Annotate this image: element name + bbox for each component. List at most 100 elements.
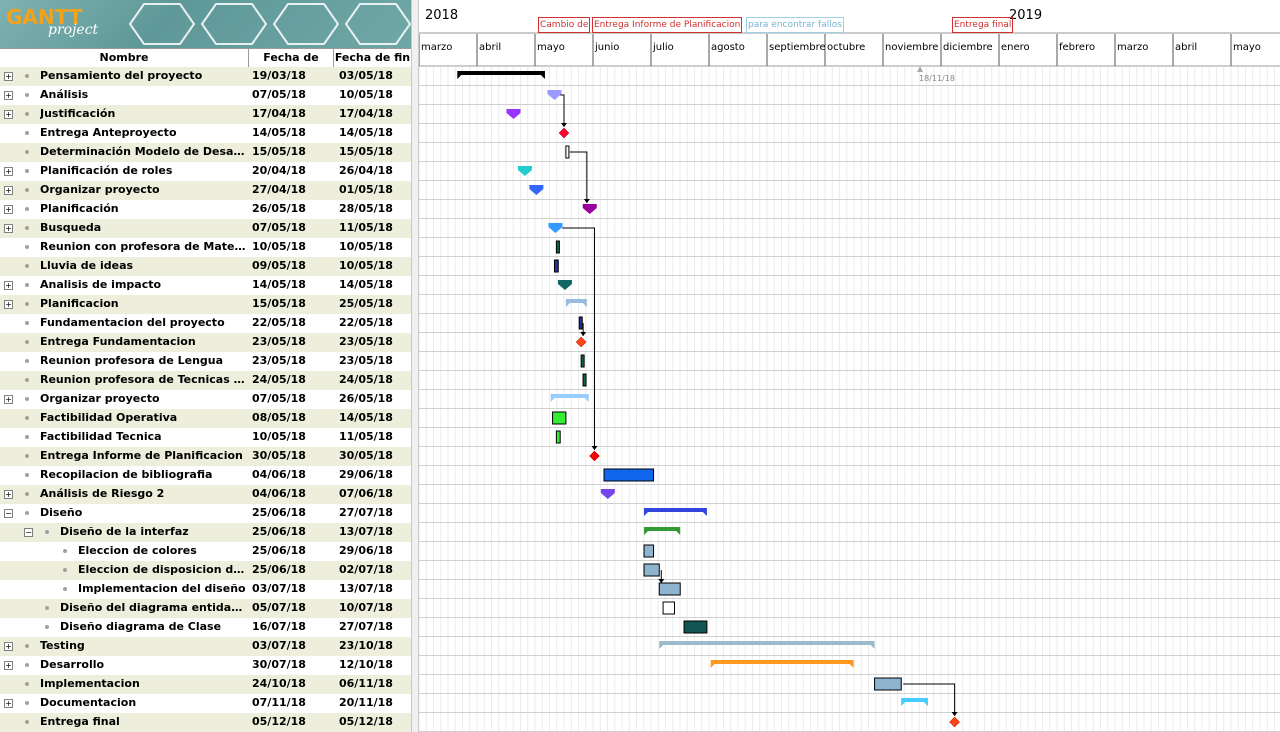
task-name[interactable]: Determinación Modelo de Desarrollo — [40, 145, 248, 158]
task-start-date[interactable]: 25/06/18 — [252, 525, 306, 538]
task-name[interactable]: Testing — [40, 639, 85, 652]
task-name[interactable]: Entrega Anteproyecto — [40, 126, 177, 139]
collapse-icon[interactable]: − — [24, 528, 33, 537]
task-row[interactable]: Implementacion 24/10/18 06/11/18 — [0, 675, 411, 694]
task-start-date[interactable]: 30/05/18 — [252, 449, 306, 462]
task-start-date[interactable]: 27/04/18 — [252, 183, 306, 196]
task-end-date[interactable]: 14/05/18 — [339, 278, 393, 291]
expand-icon[interactable]: + — [4, 72, 13, 81]
task-row[interactable]: + Planificación 26/05/18 28/05/18 — [0, 200, 411, 219]
task-name[interactable]: Busqueda — [40, 221, 102, 234]
task-start-date[interactable]: 20/04/18 — [252, 164, 306, 177]
task-name[interactable]: Entrega Informe de Planificacion — [40, 449, 243, 462]
task-end-date[interactable]: 10/05/18 — [339, 240, 393, 253]
task-start-date[interactable]: 05/07/18 — [252, 601, 306, 614]
task-name[interactable]: Entrega Fundamentacion — [40, 335, 196, 348]
task-row[interactable]: Eleccion de colores 25/06/18 29/06/18 — [0, 542, 411, 561]
task-name[interactable]: Análisis — [40, 88, 89, 101]
task-row[interactable]: Fundamentacion del proyecto 22/05/18 22/05… — [0, 314, 411, 333]
task-name[interactable]: Diseño del diagrama entidad-relac... — [60, 601, 248, 614]
headline-cambio[interactable]: Cambio de — [538, 17, 591, 33]
task-row[interactable]: + Planificación de roles 20/04/18 26/04/18 — [0, 162, 411, 181]
task-row[interactable]: Entrega Fundamentacion 23/05/18 23/05/18 — [0, 333, 411, 352]
task-row[interactable]: + Justificación 17/04/18 17/04/18 — [0, 105, 411, 124]
task-row[interactable]: − Diseño de la interfaz 25/06/18 13/07/18 — [0, 523, 411, 542]
task-row[interactable]: + Analisis de impacto 14/05/18 14/05/18 — [0, 276, 411, 295]
expand-icon[interactable]: + — [4, 699, 13, 708]
task-start-date[interactable]: 24/05/18 — [252, 373, 306, 386]
expand-icon[interactable]: + — [4, 205, 13, 214]
task-start-date[interactable]: 04/06/18 — [252, 487, 306, 500]
task-end-date[interactable]: 02/07/18 — [339, 563, 393, 576]
task-start-date[interactable]: 03/07/18 — [252, 639, 306, 652]
task-start-date[interactable]: 05/12/18 — [252, 715, 306, 728]
task-name[interactable]: Analisis de impacto — [40, 278, 162, 291]
expand-icon[interactable]: + — [4, 281, 13, 290]
task-end-date[interactable]: 07/06/18 — [339, 487, 393, 500]
task-row[interactable]: − Diseño 25/06/18 27/07/18 — [0, 504, 411, 523]
task-name[interactable]: Planificación — [40, 202, 119, 215]
task-end-date[interactable]: 10/07/18 — [339, 601, 393, 614]
task-start-date[interactable]: 15/05/18 — [252, 145, 306, 158]
task-row[interactable]: Recopilacion de bibliografia 04/06/18 29/0… — [0, 466, 411, 485]
task-start-date[interactable]: 10/05/18 — [252, 240, 306, 253]
task-start-date[interactable]: 25/06/18 — [252, 506, 306, 519]
task-end-date[interactable]: 25/05/18 — [339, 297, 393, 310]
task-row[interactable]: Lluvia de ideas 09/05/18 10/05/18 — [0, 257, 411, 276]
task-start-date[interactable]: 16/07/18 — [252, 620, 306, 633]
task-start-date[interactable]: 30/07/18 — [252, 658, 306, 671]
task-name[interactable]: Eleccion de colores — [78, 544, 197, 557]
expand-icon[interactable]: + — [4, 91, 13, 100]
task-end-date[interactable]: 23/05/18 — [339, 354, 393, 367]
task-end-date[interactable]: 15/05/18 — [339, 145, 393, 158]
task-name[interactable]: Organizar proyecto — [40, 183, 160, 196]
expand-icon[interactable]: + — [4, 167, 13, 176]
task-name[interactable]: Entrega final — [40, 715, 120, 728]
headline-entrega-final[interactable]: Entrega final — [952, 17, 1014, 33]
task-end-date[interactable]: 06/11/18 — [339, 677, 393, 690]
task-end-date[interactable]: 10/05/18 — [339, 88, 393, 101]
task-name[interactable]: Eleccion de disposicion de los ... — [78, 563, 248, 576]
task-row[interactable]: Diseño diagrama de Clase 16/07/18 27/07/18 — [0, 618, 411, 637]
task-name[interactable]: Documentacion — [40, 696, 137, 709]
task-name[interactable]: Organizar proyecto — [40, 392, 160, 405]
task-row[interactable]: Entrega Informe de Planificacion 30/05/18… — [0, 447, 411, 466]
task-row[interactable]: + Testing 03/07/18 23/10/18 — [0, 637, 411, 656]
task-name[interactable]: Diseño de la interfaz — [60, 525, 189, 538]
expand-icon[interactable]: + — [4, 642, 13, 651]
expand-icon[interactable]: + — [4, 661, 13, 670]
task-name[interactable]: Planificación de roles — [40, 164, 173, 177]
task-row[interactable]: Entrega Anteproyecto 14/05/18 14/05/18 — [0, 124, 411, 143]
column-header-start[interactable]: Fecha de inicio — [249, 49, 334, 82]
task-end-date[interactable]: 23/10/18 — [339, 639, 393, 652]
task-name[interactable]: Diseño diagrama de Clase — [60, 620, 222, 633]
task-name[interactable]: Reunion profesora de Tecnicas de Est... — [40, 373, 248, 386]
task-start-date[interactable]: 10/05/18 — [252, 430, 306, 443]
headline-fallos[interactable]: para encontrar fallos — [746, 17, 844, 33]
task-row[interactable]: + Organizar proyecto 27/04/18 01/05/18 — [0, 181, 411, 200]
task-start-date[interactable]: 26/05/18 — [252, 202, 306, 215]
task-end-date[interactable]: 14/05/18 — [339, 411, 393, 424]
task-end-date[interactable]: 05/12/18 — [339, 715, 393, 728]
task-row[interactable]: + Busqueda 07/05/18 11/05/18 — [0, 219, 411, 238]
task-start-date[interactable]: 07/05/18 — [252, 221, 306, 234]
gantt-chart-canvas[interactable] — [419, 0, 1280, 732]
task-end-date[interactable]: 14/05/18 — [339, 126, 393, 139]
task-start-date[interactable]: 07/05/18 — [252, 392, 306, 405]
task-row[interactable]: Implementacion del diseño 03/07/18 13/07/1… — [0, 580, 411, 599]
task-name[interactable]: Factibilidad Operativa — [40, 411, 178, 424]
task-row[interactable]: Diseño del diagrama entidad-relac... 05/0… — [0, 599, 411, 618]
expand-icon[interactable]: + — [4, 490, 13, 499]
task-row[interactable]: + Documentacion 07/11/18 20/11/18 — [0, 694, 411, 713]
task-name[interactable]: Diseño — [40, 506, 83, 519]
task-start-date[interactable]: 07/05/18 — [252, 88, 306, 101]
task-end-date[interactable]: 12/10/18 — [339, 658, 393, 671]
task-start-date[interactable]: 22/05/18 — [252, 316, 306, 329]
task-name[interactable]: Factibilidad Tecnica — [40, 430, 162, 443]
task-end-date[interactable]: 17/04/18 — [339, 107, 393, 120]
task-row[interactable]: + Planificacion 15/05/18 25/05/18 — [0, 295, 411, 314]
task-row[interactable]: + Pensamiento del proyecto 19/03/18 03/05/1… — [0, 67, 411, 86]
task-end-date[interactable]: 26/04/18 — [339, 164, 393, 177]
task-name[interactable]: Reunion con profesora de Matemática — [40, 240, 248, 253]
task-name[interactable]: Lluvia de ideas — [40, 259, 134, 272]
